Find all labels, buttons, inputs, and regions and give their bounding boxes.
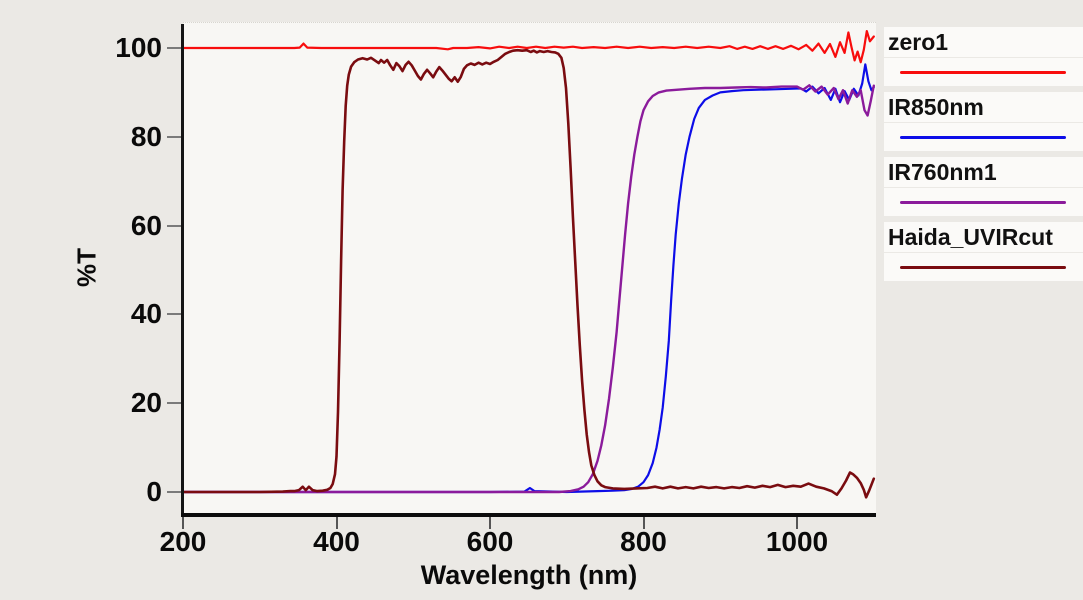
x-tick-mark: [796, 517, 798, 529]
legend-swatch-box: [884, 188, 1083, 216]
legend-swatch-line: [900, 71, 1066, 74]
legend-item-IR760nm1: IR760nm1: [884, 157, 1083, 216]
x-tick-label: 600: [466, 526, 514, 557]
legend-label: zero1: [884, 27, 1083, 57]
x-axis-title: Wavelength (nm): [420, 560, 638, 590]
y-axis-line: [181, 24, 184, 517]
x-tick-label: 400: [313, 526, 360, 557]
y-tick-label: 0: [146, 476, 162, 507]
legend-item-zero1: zero1: [884, 27, 1083, 86]
x-tick-label: 200: [159, 526, 207, 557]
legend-swatch-box: [884, 253, 1083, 281]
x-tick-mark: [335, 517, 338, 529]
y-tick-label: 60: [130, 209, 162, 241]
legend-label: IR760nm1: [884, 157, 1083, 187]
legend-item-Haida_UVIRcut: Haida_UVIRcut: [884, 222, 1083, 281]
y-tick-mark: [167, 313, 181, 316]
x-axis-line: [181, 513, 876, 517]
x-tick-label: 800: [620, 526, 667, 557]
legend-label: IR850nm: [884, 92, 1083, 122]
y-tick-label: 100: [115, 32, 162, 63]
legend-swatch-box: [884, 123, 1083, 151]
x-tick-mark: [182, 517, 184, 529]
x-tick-mark: [489, 517, 491, 529]
y-tick-mark: [167, 47, 181, 49]
y-tick-label: 40: [130, 298, 162, 330]
y-tick-mark: [167, 224, 181, 227]
legend-swatch-line: [900, 266, 1066, 269]
legend-item-IR850nm: IR850nm: [884, 92, 1083, 151]
legend-swatch-line: [900, 201, 1066, 204]
plot-area: [183, 22, 876, 515]
y-tick-mark: [167, 491, 181, 493]
legend-swatch-box: [884, 58, 1083, 86]
x-tick-label: 1000: [765, 526, 829, 557]
legend: zero1 IR850nm IR760nm1 Haida_UVIRcut: [884, 27, 1083, 287]
legend-label: Haida_UVIRcut: [884, 222, 1083, 252]
y-tick-label: 20: [130, 387, 162, 419]
x-tick-mark: [642, 517, 645, 529]
legend-swatch-line: [900, 136, 1066, 139]
y-axis-title: %T: [71, 248, 102, 287]
y-tick-label: 80: [130, 120, 162, 152]
y-tick-mark: [167, 135, 181, 138]
y-tick-mark: [167, 402, 181, 405]
